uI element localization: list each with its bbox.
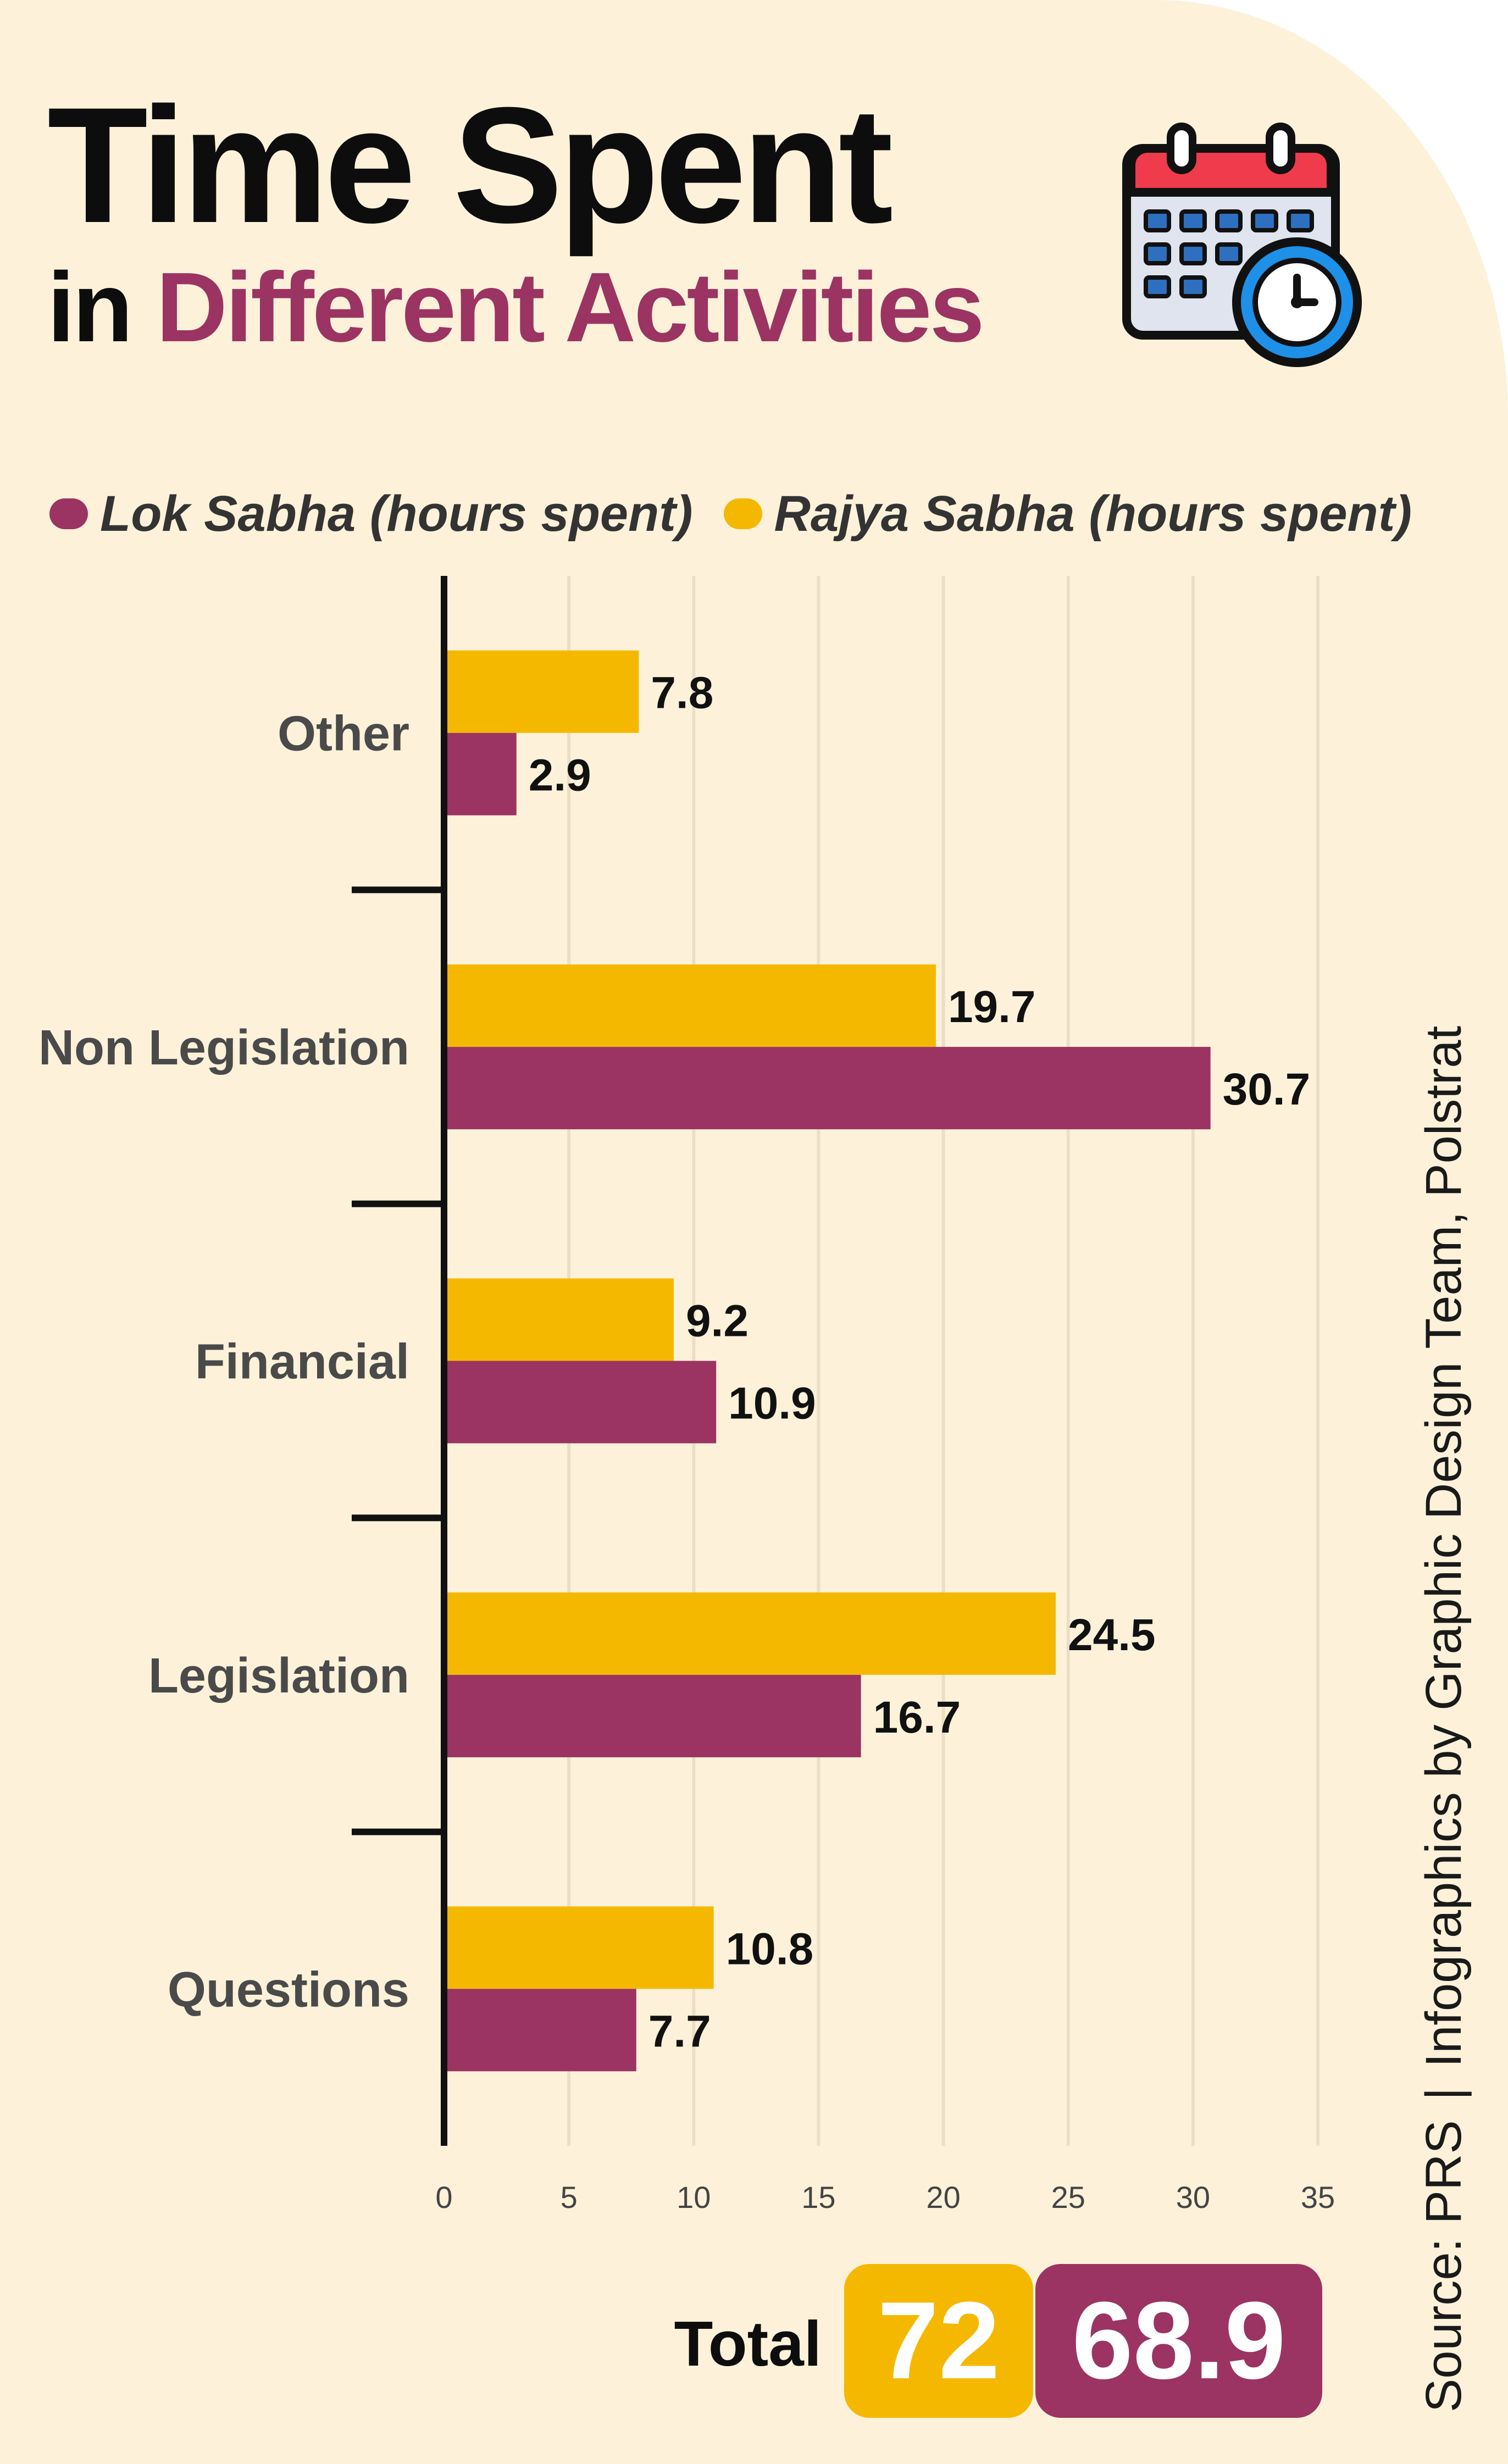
data-label-lok-sabha: 16.7 bbox=[873, 1692, 961, 1742]
data-label-rajya-sabha: 7.8 bbox=[651, 668, 713, 718]
category-label-non-legislation: Non Legislation bbox=[38, 1020, 409, 1075]
x-tick-label: 25 bbox=[1051, 2180, 1085, 2215]
bar-chart: 0 5 10 15 20 25 30 35 7.8 2.9 Other 19.7 30.7 Non Leg… bbox=[38, 576, 1335, 2215]
data-label-rajya-sabha: 24.5 bbox=[1068, 1610, 1156, 1660]
data-label-lok-sabha: 2.9 bbox=[529, 751, 591, 801]
subtitle-prefix: in bbox=[47, 252, 133, 363]
category-label-legislation: Legislation bbox=[148, 1649, 409, 1703]
bar-rajya-sabha-legislation bbox=[444, 1592, 1056, 1675]
bar-lok-sabha-non-legislation bbox=[444, 1047, 1211, 1130]
credit-separator: | bbox=[1416, 2087, 1472, 2101]
credit-line: Source: PRS | Infographics by Graphic De… bbox=[1415, 1026, 1473, 2412]
legend-label-lok-sabha: Lok Sabha (hours spent) bbox=[100, 485, 693, 542]
data-label-lok-sabha: 30.7 bbox=[1223, 1064, 1311, 1114]
x-tick-label: 30 bbox=[1176, 2180, 1210, 2215]
x-tick-label: 15 bbox=[801, 2180, 835, 2215]
data-label-rajya-sabha: 10.8 bbox=[726, 1924, 814, 1974]
legend-swatch-rajya-sabha bbox=[723, 498, 762, 529]
x-tick-label: 35 bbox=[1301, 2180, 1335, 2215]
total-lok-sabha: 68.9 bbox=[1035, 2264, 1322, 2418]
x-tick-label: 20 bbox=[926, 2180, 960, 2215]
calendar-clock-icon bbox=[1122, 123, 1362, 367]
x-tick-label: 5 bbox=[561, 2180, 578, 2215]
design-credit: Infographics by Graphic Design Team, Pol… bbox=[1416, 1025, 1472, 2068]
bar-rajya-sabha-questions bbox=[444, 1906, 714, 1989]
page-subtitle: in Different Activities bbox=[47, 258, 985, 357]
x-tick-label: 10 bbox=[677, 2180, 711, 2215]
bar-lok-sabha-other bbox=[444, 732, 517, 815]
chart-legend: Lok Sabha (hours spent) Rajya Sabha (hou… bbox=[49, 484, 1443, 544]
legend-lok-sabha: Lok Sabha (hours spent) bbox=[49, 485, 693, 543]
bar-lok-sabha-legislation bbox=[444, 1674, 861, 1757]
legend-rajya-sabha: Rajya Sabha (hours spent) bbox=[723, 485, 1412, 543]
page-title: Time Spent bbox=[47, 73, 893, 257]
bar-rajya-sabha-financial bbox=[444, 1278, 674, 1361]
category-label-questions: Questions bbox=[168, 1962, 409, 2017]
source-credit: Source: PRS bbox=[1416, 2120, 1472, 2412]
total-rajya-sabha: 72 bbox=[844, 2264, 1033, 2418]
data-label-lok-sabha: 7.7 bbox=[648, 2006, 711, 2056]
data-label-rajya-sabha: 9.2 bbox=[686, 1296, 749, 1346]
category-label-other: Other bbox=[278, 707, 409, 762]
legend-label-rajya-sabha: Rajya Sabha (hours spent) bbox=[774, 485, 1412, 542]
total-label: Total bbox=[674, 2308, 822, 2379]
bar-lok-sabha-financial bbox=[444, 1361, 717, 1444]
legend-swatch-lok-sabha bbox=[49, 498, 88, 529]
bar-rajya-sabha-non-legislation bbox=[444, 964, 936, 1047]
subtitle-accent: Different Activities bbox=[156, 252, 985, 363]
category-label-financial: Financial bbox=[195, 1335, 409, 1390]
bar-rajya-sabha-other bbox=[444, 650, 639, 733]
data-label-rajya-sabha: 19.7 bbox=[948, 982, 1036, 1032]
x-tick-label: 0 bbox=[435, 2180, 452, 2215]
bar-lok-sabha-questions bbox=[444, 1989, 636, 2072]
data-label-lok-sabha: 10.9 bbox=[728, 1379, 816, 1429]
